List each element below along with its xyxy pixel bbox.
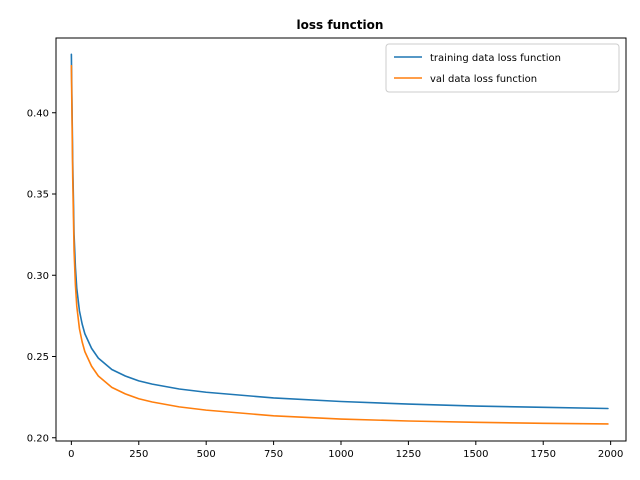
- plot-area: [70, 53, 609, 425]
- x-tick-label: 1250: [396, 449, 421, 460]
- legend-label: training data loss function: [430, 53, 561, 64]
- y-tick-label: 0.30: [27, 271, 49, 282]
- series-line-val: [70, 64, 609, 425]
- legend-label: val data loss function: [430, 74, 537, 85]
- series-line-training: [70, 53, 609, 410]
- legend: training data loss function val data loss…: [385, 43, 620, 93]
- axis-ticks: 0 250 500 750 1000 1250 1500 1750 2000 0.20 0.25 0.…: [27, 108, 624, 460]
- y-tick-label: 0.25: [27, 352, 49, 363]
- x-tick-label: 1500: [463, 449, 488, 460]
- axes-frame: [55, 37, 627, 442]
- y-tick-label: 0.35: [27, 190, 49, 201]
- y-tick-label: 0.40: [27, 108, 49, 119]
- chart-title: loss function: [297, 18, 384, 32]
- x-tick-label: 750: [264, 449, 283, 460]
- legend-box: [385, 43, 620, 93]
- x-tick-label: 1750: [530, 449, 555, 460]
- x-tick-label: 500: [197, 449, 216, 460]
- x-tick-label: 2000: [598, 449, 623, 460]
- x-tick-label: 0: [68, 449, 74, 460]
- y-tick-label: 0.20: [27, 433, 49, 444]
- x-tick-label: 1000: [328, 449, 353, 460]
- x-tick-label: 250: [129, 449, 148, 460]
